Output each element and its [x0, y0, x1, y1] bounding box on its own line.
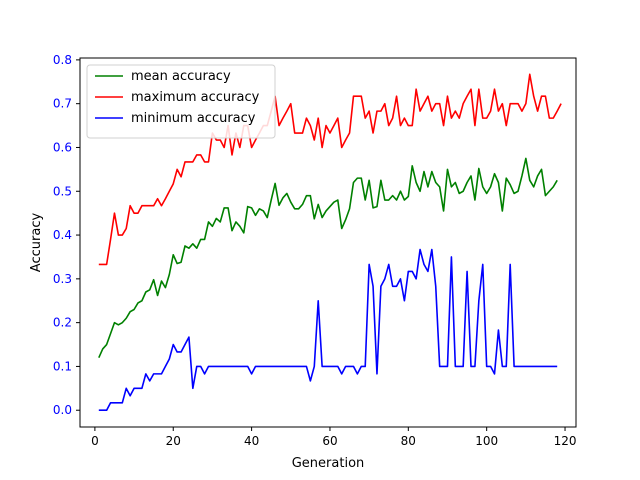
legend: mean accuracy maximum accuracy minimum acc… [86, 64, 276, 139]
y-tick-label: 0.8 [53, 53, 72, 67]
series-line-1 [98, 157, 558, 359]
y-axis-label: Accuracy [29, 213, 44, 273]
x-tick-label: 20 [166, 434, 181, 448]
series-layer [98, 73, 562, 412]
y-axis-ticks: 0.0 0.1 0.2 0.3 0.4 0.5 0.6 0.7 0.8 [53, 53, 80, 417]
y-tick-label: 0.0 [53, 403, 72, 417]
legend-label: minimum accuracy [131, 111, 256, 126]
x-tick-label: 40 [244, 434, 259, 448]
x-tick-label: 80 [401, 434, 416, 448]
y-tick-label: 0.1 [53, 359, 72, 373]
y-tick-label: 0.6 [53, 140, 72, 154]
y-tick-label: 0.4 [53, 228, 72, 242]
x-tick-label: 0 [91, 434, 99, 448]
legend-label: mean accuracy [131, 69, 231, 84]
x-axis-ticks: 0 20 40 60 80 100 120 [91, 427, 576, 448]
x-tick-label: 100 [475, 434, 498, 448]
x-axis-label: Generation [292, 456, 365, 471]
plot-frame [79, 57, 577, 428]
y-tick-label: 0.2 [53, 316, 72, 330]
y-tick-label: 0.5 [53, 184, 72, 198]
x-tick-label: 60 [322, 434, 337, 448]
x-tick-label: 120 [554, 434, 577, 448]
y-tick-label: 0.7 [53, 97, 72, 111]
y-tick-label: 0.3 [53, 272, 72, 286]
series-line-2 [98, 73, 562, 266]
series-line-3 [98, 248, 558, 412]
legend-box [86, 64, 276, 139]
legend-label: maximum accuracy [131, 90, 260, 105]
